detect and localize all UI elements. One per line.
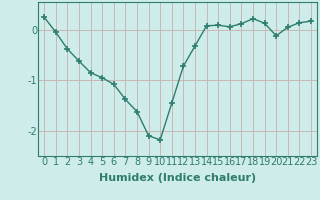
X-axis label: Humidex (Indice chaleur): Humidex (Indice chaleur) <box>99 173 256 183</box>
